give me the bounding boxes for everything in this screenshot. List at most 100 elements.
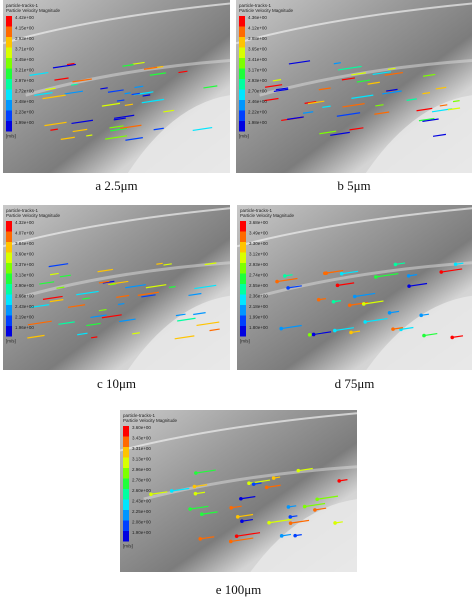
scale-label: 3.60e+00 [132, 425, 151, 430]
scale-label: 2.90e+00 [15, 283, 34, 288]
scale-label: 2.08e+00 [132, 520, 151, 525]
particle-track [72, 78, 92, 83]
particle-track [82, 297, 90, 300]
particle [302, 504, 307, 509]
particle-track [418, 117, 435, 122]
color-swatch [123, 489, 129, 500]
color-swatch [6, 47, 12, 58]
particle-track [363, 300, 384, 305]
particle-track [134, 85, 144, 89]
particle-track [54, 77, 69, 81]
color-swatch [123, 457, 129, 468]
scale-label: 3.68e+00 [249, 220, 268, 225]
color-swatch [239, 47, 245, 58]
scale-label: 4.42e+00 [15, 15, 34, 20]
legend-title: particle-tracks-1 [6, 3, 39, 8]
particle-track [266, 484, 281, 488]
scale-label: 2.43e+00 [132, 499, 151, 504]
legend-unit: [m/s] [239, 134, 249, 139]
particle-track [435, 86, 447, 90]
particle [439, 270, 444, 274]
particle-track [49, 272, 59, 276]
color-swatch [123, 468, 129, 479]
particle-track [49, 299, 64, 303]
particle-track [76, 290, 99, 296]
color-swatch [239, 110, 245, 121]
particle-track [125, 137, 143, 141]
particle-track [382, 90, 402, 95]
particle-track [120, 124, 142, 129]
scale-label: 2.66e+00 [15, 294, 34, 299]
particle-track [67, 304, 86, 308]
color-swatch [240, 284, 246, 295]
particle [352, 294, 357, 299]
particle-track [230, 537, 254, 543]
legend-subtitle: Particle Velocity Magnitude [239, 8, 294, 13]
scale-label: 3.49e+00 [249, 231, 268, 236]
particle [192, 484, 197, 489]
particle-track [248, 479, 271, 484]
particle [228, 539, 233, 544]
particle [349, 330, 353, 335]
particle-track [319, 130, 337, 135]
color-swatch [6, 221, 12, 232]
particle-track [341, 77, 356, 81]
particle-track [288, 60, 311, 65]
particle-track [422, 73, 436, 77]
particle-track [109, 283, 117, 286]
particle-track [177, 317, 196, 322]
scale-label: 3.31e+00 [132, 446, 151, 451]
particle-track [107, 89, 124, 93]
scale-label: 2.19e+00 [15, 315, 34, 320]
particle [391, 327, 395, 331]
scale-label: 2.43e+00 [15, 304, 34, 309]
color-swatch [239, 68, 245, 79]
color-swatch [239, 79, 245, 90]
particle-track [56, 286, 65, 289]
particle-track [171, 487, 190, 492]
particle-track [141, 98, 165, 104]
particle-track [42, 94, 66, 100]
particle-track [264, 84, 283, 88]
color-swatch [6, 284, 12, 295]
particle-track [153, 127, 164, 131]
particle [333, 328, 337, 333]
particle [407, 284, 411, 288]
particle-track [240, 495, 256, 500]
particle [279, 326, 284, 331]
color-swatch [6, 305, 12, 316]
particle-track [163, 109, 175, 113]
particle-track [349, 127, 364, 131]
caption: b 5μm [337, 178, 371, 193]
particle [275, 279, 279, 284]
particle-track [406, 98, 417, 101]
surface-shade [127, 295, 230, 370]
scale-label: 3.60e+00 [15, 252, 34, 257]
legend-title: particle-tracks-1 [123, 413, 156, 418]
legend-subtitle: Particle Velocity Magnitude [123, 418, 178, 423]
particle-track [351, 94, 374, 99]
color-swatch [239, 58, 245, 69]
surface-ridge [3, 2, 230, 45]
particle [240, 519, 244, 523]
particle-track [330, 131, 350, 136]
particle [251, 482, 256, 486]
scale-label: 2.48e+00 [15, 99, 34, 104]
scale-label: 3.41e+00 [248, 57, 267, 62]
surface-shade [250, 499, 357, 572]
particle-track [86, 134, 93, 137]
particle [288, 515, 293, 519]
particle [286, 505, 291, 509]
particle-track [341, 270, 359, 275]
color-swatch [6, 242, 12, 253]
particle-track [71, 119, 94, 125]
color-swatch [240, 252, 246, 263]
particle-track [318, 87, 331, 91]
particle-track [58, 321, 75, 325]
particle [311, 332, 316, 337]
particle-track [387, 67, 396, 71]
particle [229, 505, 234, 510]
particle [264, 485, 269, 490]
